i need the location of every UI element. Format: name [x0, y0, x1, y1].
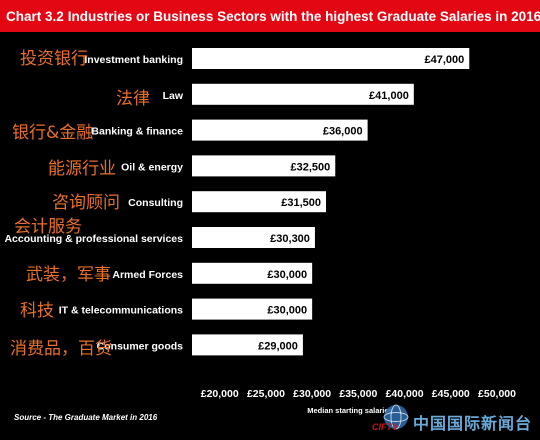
x-tick-label: £35,000 [339, 388, 377, 400]
category-label: Oil & energy [121, 161, 183, 173]
bar-value-label: £47,000 [425, 54, 465, 66]
bar [192, 262, 313, 284]
chinese-category-label: 能源行业 [48, 159, 116, 179]
globe-logo-icon [383, 404, 409, 430]
category-label: Law [163, 90, 184, 102]
category-label: Banking & finance [91, 126, 183, 138]
bar [192, 155, 336, 177]
bar [192, 119, 368, 141]
category-label: Consumer goods [97, 340, 183, 352]
chart-title: Industries or Business Sectors with the … [67, 8, 540, 24]
bar [192, 48, 470, 69]
chinese-category-label: 武装，军事 [26, 265, 111, 285]
bar-value-label: £32,500 [290, 161, 330, 173]
bar-value-label: £36,000 [323, 126, 363, 138]
category-label: Investment banking [84, 54, 183, 66]
bar [192, 334, 303, 356]
chart-number: Chart 3.2 [6, 8, 64, 24]
x-tick-label: £30,000 [293, 388, 331, 400]
chinese-category-label: 法律 [116, 89, 150, 109]
bar [192, 298, 313, 320]
chart-header: Chart 3.2 Industries or Business Sectors… [0, 0, 540, 32]
chinese-category-label: 投资银行 [20, 49, 88, 69]
category-label: Armed Forces [112, 269, 183, 281]
bar-value-label: £30,000 [267, 269, 307, 281]
bar-value-label: £30,300 [270, 233, 310, 245]
category-label: Accounting & professional services [4, 233, 183, 245]
chinese-category-label: 咨询顾问 [52, 193, 120, 213]
chinese-category-label: 科技 [20, 301, 54, 321]
category-label: IT & telecommunications [59, 305, 183, 317]
chinese-category-label: 会计服务 [14, 217, 82, 237]
bar-value-label: £31,500 [281, 197, 321, 209]
x-tick-label: £20,000 [201, 388, 239, 400]
x-tick-label: £40,000 [386, 388, 424, 400]
bar [192, 83, 414, 105]
x-tick-label: £50,000 [478, 388, 516, 400]
bar-value-label: £29,000 [258, 340, 298, 352]
bar-value-label: £30,000 [267, 305, 307, 317]
category-label: Consulting [128, 197, 183, 209]
x-tick-label: £45,000 [432, 388, 470, 400]
watermark-text: 中国国际新闻台 [413, 414, 533, 433]
chinese-category-label: 消费品，百货 [10, 339, 112, 359]
x-axis-title: Median starting salaries [307, 406, 392, 415]
source-note: Source - The Graduate Market in 2016 [14, 413, 158, 422]
bar-value-label: £41,000 [369, 90, 409, 102]
watermark: CIFTV 中国国际新闻台 [370, 400, 540, 440]
bar [192, 191, 327, 213]
chinese-category-label: 银行&金融 [12, 123, 93, 143]
bar [192, 227, 315, 248]
watermark-logo-text: CIFTV [372, 422, 398, 432]
x-tick-label: £25,000 [247, 388, 285, 400]
